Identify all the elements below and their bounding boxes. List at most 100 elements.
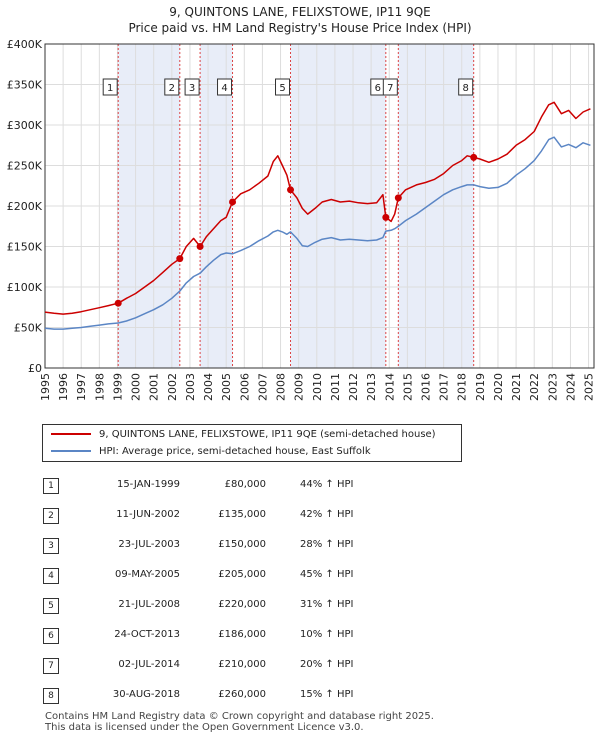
- table-row: 1 15-JAN-1999 £80,000 44% ↑ HPI: [0, 476, 600, 500]
- sale-label-box: [164, 78, 180, 96]
- plot-frame: [44, 43, 595, 369]
- transaction-date: 23-JUL-2003: [118, 539, 180, 550]
- transaction-price: £260,000: [218, 689, 266, 700]
- legend-item-property: 9, QUINTONS LANE, FELIXSTOWE, IP11 9QE (…: [51, 427, 436, 443]
- sale-point: [176, 255, 184, 263]
- sale-point: [382, 213, 390, 221]
- transaction-date: 24-OCT-2013: [114, 629, 180, 640]
- x-tick-label: 2013: [365, 373, 378, 401]
- transaction-number: 3: [43, 538, 59, 554]
- x-tick-label: 2012: [347, 373, 360, 401]
- x-tick-label: 2021: [510, 373, 523, 401]
- legend-item-hpi: HPI: Average price, semi-detached house,…: [51, 444, 371, 460]
- sale-label: 2: [169, 83, 175, 94]
- transaction-price: £150,000: [218, 539, 266, 550]
- transaction-hpi: 42% ↑ HPI: [300, 509, 354, 520]
- table-row: 6 24-OCT-2013 £186,000 10% ↑ HPI: [0, 626, 600, 650]
- legend: 9, QUINTONS LANE, FELIXSTOWE, IP11 9QE (…: [42, 424, 462, 462]
- x-tick-label: 1995: [39, 373, 52, 401]
- x-tick-label: 1998: [93, 373, 106, 401]
- price-chart: 1 2 3 4 5 6 7 8 £0 £50K £100K £150K £200K £250K £300K £…: [7, 38, 596, 401]
- transaction-number: 4: [43, 568, 59, 584]
- sale-point: [394, 194, 402, 202]
- x-tick-label: 2023: [546, 373, 559, 401]
- sale-point: [470, 153, 478, 161]
- transaction-number: 5: [43, 598, 59, 614]
- x-tick-label: 2008: [275, 373, 288, 401]
- sale-label-box: [217, 78, 233, 96]
- property-series-line: [44, 101, 591, 315]
- transaction-hpi: 20% ↑ HPI: [300, 659, 354, 670]
- transaction-date: 11-JUN-2002: [116, 509, 180, 520]
- table-row: 3 23-JUL-2003 £150,000 28% ↑ HPI: [0, 536, 600, 560]
- x-tick-label: 2025: [583, 373, 596, 401]
- x-tick-label: 2001: [148, 373, 161, 401]
- transaction-date: 02-JUL-2014: [118, 659, 180, 670]
- x-tick-label: 2019: [474, 373, 487, 401]
- x-tick-label: 2003: [184, 373, 197, 401]
- sale-label-box: [102, 78, 118, 96]
- x-tick-label: 2002: [166, 373, 179, 401]
- chart-subtitle: Price paid vs. HM Land Registry's House …: [128, 21, 472, 35]
- x-tick-label: 2011: [329, 373, 342, 401]
- hpi-line-swatch: [51, 450, 91, 452]
- transaction-number: 7: [43, 658, 59, 674]
- chart-title: 9, QUINTONS LANE, FELIXSTOWE, IP11 9QE: [169, 5, 431, 19]
- transaction-hpi: 15% ↑ HPI: [300, 689, 354, 700]
- hpi-series-line: [44, 136, 591, 330]
- sale-label-box: [275, 78, 291, 96]
- attribution: Contains HM Land Registry data © Crown c…: [45, 711, 434, 733]
- transaction-date: 15-JAN-1999: [116, 479, 180, 490]
- x-tick-label: 2004: [202, 373, 215, 401]
- x-tick-label: 2007: [256, 373, 269, 401]
- legend-hpi-label: HPI: Average price, semi-detached house,…: [99, 446, 371, 457]
- x-tick-label: 2015: [401, 373, 414, 401]
- transaction-hpi: 28% ↑ HPI: [300, 539, 354, 550]
- y-tick-label: £100K: [7, 281, 43, 294]
- sale-label: 4: [221, 83, 227, 94]
- transaction-hpi: 45% ↑ HPI: [300, 569, 354, 580]
- x-tick-label: 2018: [456, 373, 469, 401]
- sale-point: [287, 186, 295, 194]
- x-tick-label: 2017: [438, 373, 451, 401]
- legend-property-label: 9, QUINTONS LANE, FELIXSTOWE, IP11 9QE (…: [99, 429, 436, 440]
- transaction-price: £135,000: [218, 509, 266, 520]
- y-tick-label: £0: [28, 362, 42, 375]
- attribution-line-1: Contains HM Land Registry data © Crown c…: [45, 711, 434, 722]
- transaction-date: 30-AUG-2018: [112, 689, 180, 700]
- table-row: 7 02-JUL-2014 £210,000 20% ↑ HPI: [0, 656, 600, 680]
- table-row: 4 09-MAY-2005 £205,000 45% ↑ HPI: [0, 566, 600, 590]
- transaction-hpi: 44% ↑ HPI: [300, 479, 354, 490]
- table-row: 5 21-JUL-2008 £220,000 31% ↑ HPI: [0, 596, 600, 620]
- transaction-hpi: 31% ↑ HPI: [300, 599, 354, 610]
- x-tick-label: 1996: [57, 373, 70, 401]
- y-tick-label: £400K: [7, 38, 43, 51]
- transaction-date: 09-MAY-2005: [114, 569, 180, 580]
- sale-label: 5: [279, 83, 285, 94]
- transaction-price: £205,000: [218, 569, 266, 580]
- property-line-swatch: [51, 433, 91, 435]
- table-row: 2 11-JUN-2002 £135,000 42% ↑ HPI: [0, 506, 600, 530]
- x-tick-label: 2022: [528, 373, 541, 401]
- transaction-date: 21-JUL-2008: [118, 599, 180, 610]
- x-tick-label: 2014: [383, 373, 396, 401]
- transaction-number: 8: [43, 688, 59, 704]
- sale-label: 3: [189, 83, 195, 94]
- transaction-number: 1: [43, 478, 59, 494]
- transaction-price: £80,000: [224, 479, 266, 490]
- x-tick-label: 1999: [111, 373, 124, 401]
- y-tick-label: £250K: [7, 160, 43, 173]
- sale-point: [229, 198, 237, 206]
- x-tick-label: 2006: [238, 373, 251, 401]
- sale-label: 1: [107, 83, 113, 94]
- sale-label-box: [458, 78, 474, 96]
- transaction-number: 6: [43, 628, 59, 644]
- sale-point: [114, 299, 122, 307]
- x-tick-label: 2009: [293, 373, 306, 401]
- y-tick-label: £350K: [7, 79, 43, 92]
- transaction-price: £210,000: [218, 659, 266, 670]
- sale-label: 6: [375, 83, 381, 94]
- sale-label-box: [184, 78, 200, 96]
- x-tick-label: 2010: [311, 373, 324, 401]
- transaction-number: 2: [43, 508, 59, 524]
